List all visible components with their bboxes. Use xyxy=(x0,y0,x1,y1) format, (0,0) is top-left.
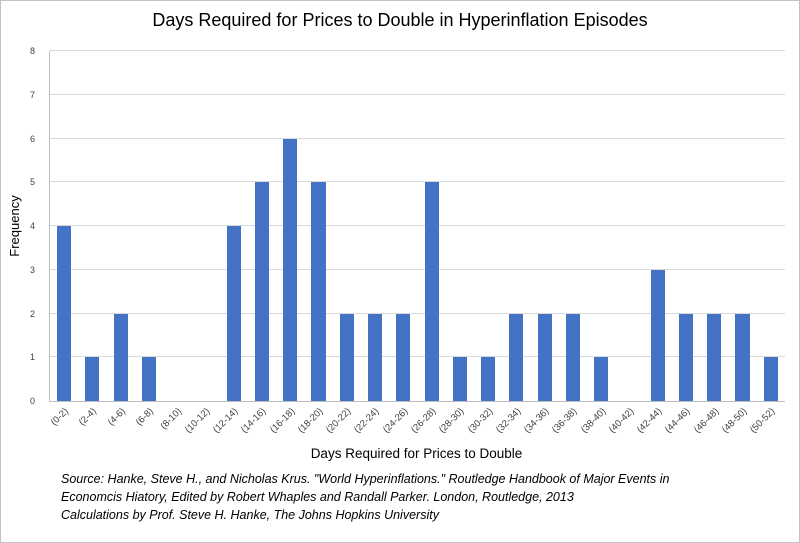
bar-column xyxy=(502,51,530,401)
bar xyxy=(650,269,665,401)
bar-column xyxy=(474,51,502,401)
bar xyxy=(763,357,778,401)
bar xyxy=(367,313,383,401)
gridlines xyxy=(50,50,785,401)
bar-column xyxy=(333,51,361,401)
source-note: Source: Hanke, Steve H., and Nicholas Kr… xyxy=(61,470,769,524)
bar-column xyxy=(728,51,756,401)
x-tick-label: (2-4) xyxy=(77,406,100,428)
bar-column xyxy=(191,51,219,401)
source-line-3: Calculations by Prof. Steve H. Hanke, Th… xyxy=(61,508,439,523)
bar-column xyxy=(644,51,672,401)
y-tick-label: 1 xyxy=(29,352,35,363)
bar-column xyxy=(50,51,78,401)
bar-column xyxy=(220,51,248,401)
gridline xyxy=(50,356,785,358)
bar-column xyxy=(587,51,615,401)
gridline xyxy=(50,225,785,226)
y-tick-label: 8 xyxy=(29,46,35,56)
y-tick-label: 7 xyxy=(29,89,35,100)
chart-title: Days Required for Prices to Double in Hy… xyxy=(152,10,648,30)
y-tick-label: 6 xyxy=(29,133,35,144)
gridline xyxy=(50,50,785,51)
source-line-2: Economcis Hiatory, Edited by Robert Whap… xyxy=(61,490,574,505)
bar-column xyxy=(531,51,559,401)
bars xyxy=(50,51,785,401)
bar xyxy=(85,357,100,401)
bar xyxy=(311,182,326,401)
bar xyxy=(396,313,411,401)
bar-column xyxy=(417,51,445,401)
x-tick-cell: (0-2) xyxy=(49,402,77,446)
x-tick-label: (4-6) xyxy=(105,406,128,428)
bar xyxy=(565,313,580,401)
gridline xyxy=(50,268,785,270)
bar xyxy=(141,357,156,401)
bar xyxy=(113,313,128,401)
gridline xyxy=(50,93,785,95)
bar-column xyxy=(757,51,785,401)
bar xyxy=(424,182,439,401)
bar-column xyxy=(615,51,643,401)
bar-column xyxy=(361,51,389,401)
bar-column xyxy=(559,51,587,401)
bar xyxy=(57,226,72,401)
y-tick-label: 4 xyxy=(29,221,35,231)
bar xyxy=(452,357,467,401)
bar xyxy=(678,313,694,401)
bar-column xyxy=(78,51,106,401)
bar-column xyxy=(672,51,700,401)
bar-column xyxy=(389,51,417,401)
gridline xyxy=(50,181,785,183)
gridline xyxy=(50,137,785,139)
plot-area xyxy=(49,50,785,402)
x-axis-ticks: (0-2) (2-4) (4-6) (6-8) (8-10) (10-12) (12-14)… xyxy=(49,402,784,446)
bar xyxy=(707,313,722,401)
y-tick-label: 5 xyxy=(29,177,35,188)
bar xyxy=(254,182,270,401)
bar-column xyxy=(446,51,474,401)
source-line-1: Source: Hanke, Steve H., and Nicholas Kr… xyxy=(61,472,670,486)
y-tick-label: 2 xyxy=(29,308,35,319)
bar-column xyxy=(700,51,728,401)
bar xyxy=(339,313,354,401)
x-tick-cell: (50-52) xyxy=(748,402,784,446)
bar-column xyxy=(248,51,276,401)
bar xyxy=(226,226,241,401)
bar-column xyxy=(163,51,191,401)
bar xyxy=(735,313,750,401)
bar xyxy=(283,138,298,401)
x-tick-label: (0-2) xyxy=(48,406,71,428)
y-axis-ticks: 0 1 2 3 4 5 6 7 8 xyxy=(1,46,43,406)
bar xyxy=(594,357,609,401)
bar xyxy=(509,313,524,401)
bar-column xyxy=(304,51,332,401)
bar xyxy=(481,357,496,401)
x-tick-cell: (2-4) xyxy=(77,402,105,446)
x-tick-label: (6-8) xyxy=(133,406,156,428)
bar xyxy=(537,313,552,401)
bar-column xyxy=(107,51,135,401)
y-tick-label: 3 xyxy=(29,264,35,275)
gridline xyxy=(50,312,785,314)
bar-column xyxy=(135,51,163,401)
x-tick-cell: (4-6) xyxy=(105,402,134,446)
y-tick-label: 0 xyxy=(29,396,35,406)
x-tick-label: (8-10) xyxy=(158,406,184,432)
bar-column xyxy=(276,51,304,401)
x-axis-title: Days Required for Prices to Double xyxy=(310,446,523,461)
